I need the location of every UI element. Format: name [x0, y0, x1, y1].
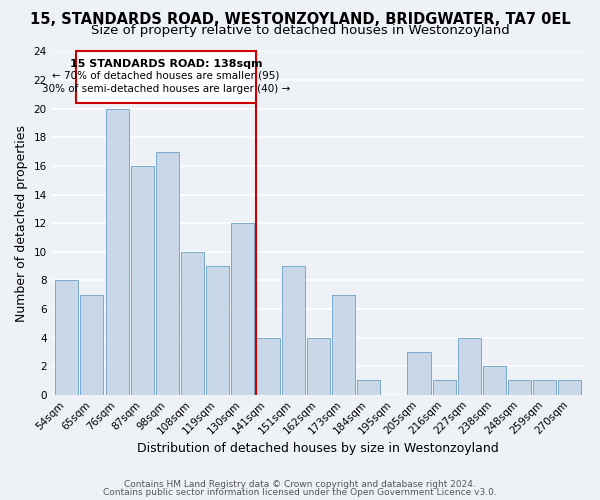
Bar — [181, 252, 204, 394]
Bar — [55, 280, 79, 394]
Y-axis label: Number of detached properties: Number of detached properties — [15, 124, 28, 322]
Bar — [483, 366, 506, 394]
Bar — [106, 108, 128, 395]
Text: 30% of semi-detached houses are larger (40) →: 30% of semi-detached houses are larger (… — [42, 84, 290, 94]
Bar — [508, 380, 531, 394]
Bar — [307, 338, 330, 394]
Bar — [357, 380, 380, 394]
X-axis label: Distribution of detached houses by size in Westonzoyland: Distribution of detached houses by size … — [137, 442, 499, 455]
Bar — [231, 223, 254, 394]
Bar — [407, 352, 431, 395]
Text: Size of property relative to detached houses in Westonzoyland: Size of property relative to detached ho… — [91, 24, 509, 37]
Bar — [433, 380, 455, 394]
Bar — [281, 266, 305, 394]
Bar — [80, 294, 103, 394]
Bar — [533, 380, 556, 394]
Bar — [458, 338, 481, 394]
Bar — [332, 294, 355, 394]
Text: Contains HM Land Registry data © Crown copyright and database right 2024.: Contains HM Land Registry data © Crown c… — [124, 480, 476, 489]
Bar — [559, 380, 581, 394]
Bar — [206, 266, 229, 394]
Text: ← 70% of detached houses are smaller (95): ← 70% of detached houses are smaller (95… — [52, 71, 280, 81]
Bar — [156, 152, 179, 394]
Bar — [131, 166, 154, 394]
Text: 15, STANDARDS ROAD, WESTONZOYLAND, BRIDGWATER, TA7 0EL: 15, STANDARDS ROAD, WESTONZOYLAND, BRIDG… — [29, 12, 571, 26]
Text: 15 STANDARDS ROAD: 138sqm: 15 STANDARDS ROAD: 138sqm — [70, 58, 262, 68]
Bar — [256, 338, 280, 394]
Text: Contains public sector information licensed under the Open Government Licence v3: Contains public sector information licen… — [103, 488, 497, 497]
FancyBboxPatch shape — [76, 52, 256, 103]
